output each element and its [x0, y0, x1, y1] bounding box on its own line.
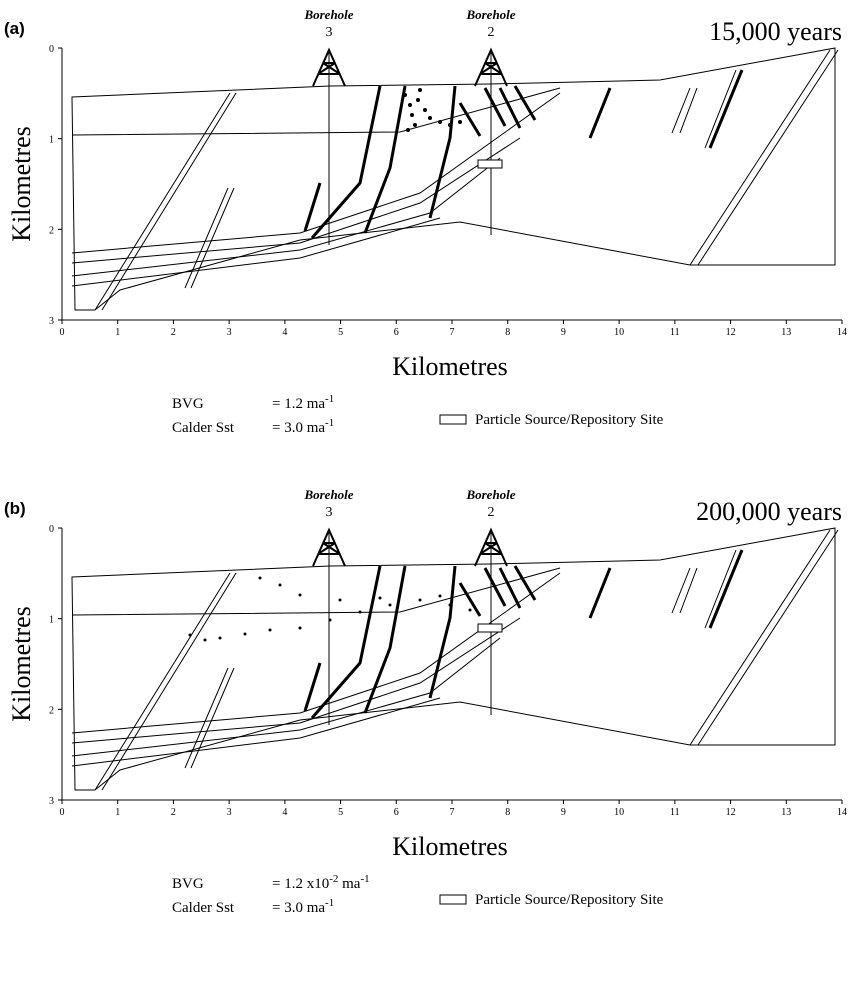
x-tick-label: 5 [338, 327, 343, 338]
text: = 3.0 ma [272, 420, 325, 436]
repository-site [477, 623, 503, 633]
superscript: -1 [325, 393, 334, 405]
x-tick-label: 10 [614, 807, 624, 818]
x-tick-label: 4 [282, 327, 287, 338]
x-tick-label: 11 [670, 807, 680, 818]
y-axis-title: Kilometres [7, 606, 36, 722]
parameter-name: Calder Sst [172, 900, 235, 916]
x-tick-label: 9 [561, 327, 566, 338]
x-tick-label: 7 [450, 327, 455, 338]
borehole-name: Borehole [303, 7, 353, 22]
y-tick-label: 1 [49, 135, 54, 146]
borehole-number: 3 [326, 25, 333, 40]
time-label: 200,000 years [696, 497, 842, 526]
y-tick-label: 3 [49, 316, 54, 327]
time-label: 15,000 years [709, 17, 842, 46]
x-tick-label: 6 [394, 807, 399, 818]
x-tick-label: 7 [450, 807, 455, 818]
parameter-value: = 1.2 ma-1 [272, 393, 334, 412]
superscript: -1 [325, 417, 334, 429]
x-tick-label: 1 [115, 327, 120, 338]
legend-label: Particle Source/Repository Site [475, 412, 664, 428]
x-tick-label: 4 [282, 807, 287, 818]
x-axis-title: Kilometres [392, 832, 508, 861]
parameter-value: = 3.0 ma-1 [272, 897, 334, 916]
y-tick-label: 3 [49, 796, 54, 807]
parameter-value: = 3.0 ma-1 [272, 417, 334, 436]
x-tick-label: 8 [505, 327, 510, 338]
repository-site [477, 159, 503, 169]
particle-dots [188, 88, 472, 642]
legend-swatch [439, 414, 467, 425]
x-tick-label: 12 [726, 327, 736, 338]
x-tick-label: 1 [115, 807, 120, 818]
borehole-name: Borehole [465, 487, 515, 502]
y-tick-label: 1 [49, 615, 54, 626]
x-tick-label: 9 [561, 807, 566, 818]
x-tick-label: 2 [171, 807, 176, 818]
parameter-name: BVG [172, 396, 204, 412]
legend-label: Particle Source/Repository Site [475, 892, 664, 908]
y-axis-title: Kilometres [7, 126, 36, 242]
x-tick-label: 10 [614, 327, 624, 338]
parameter-value: = 1.2 x10-2 ma-1 [272, 873, 370, 892]
y-tick-label: 0 [49, 44, 54, 55]
x-tick-label: 6 [394, 327, 399, 338]
superscript: -1 [325, 897, 334, 909]
panel-label: (a) [4, 19, 25, 38]
cross-section [70, 526, 840, 792]
parameter-name: BVG [172, 876, 204, 892]
x-tick-label: 5 [338, 807, 343, 818]
borehole-name: Borehole [303, 487, 353, 502]
panel-label: (b) [4, 499, 26, 518]
x-tick-label: 13 [781, 807, 791, 818]
y-tick-label: 2 [49, 225, 54, 236]
x-tick-label: 2 [171, 327, 176, 338]
x-tick-label: 3 [227, 327, 232, 338]
borehole-number: 2 [488, 25, 495, 40]
x-tick-label: 11 [670, 327, 680, 338]
y-tick-label: 0 [49, 524, 54, 535]
superscript: -2 [329, 873, 338, 885]
text: = 1.2 x10 [272, 876, 329, 892]
borehole-number: 2 [488, 505, 495, 520]
parameter-name: Calder Sst [172, 420, 235, 436]
borehole-number: 3 [326, 505, 333, 520]
x-tick-label: 0 [60, 327, 65, 338]
x-tick-label: 13 [781, 327, 791, 338]
x-tick-label: 14 [837, 807, 847, 818]
y-tick-label: 2 [49, 705, 54, 716]
legend-swatch [439, 894, 467, 905]
x-axis-title: Kilometres [392, 352, 508, 381]
text: = 1.2 ma [272, 396, 325, 412]
superscript: -1 [360, 873, 369, 885]
text: = 3.0 ma [272, 900, 325, 916]
x-tick-label: 14 [837, 327, 847, 338]
x-tick-label: 3 [227, 807, 232, 818]
x-tick-label: 8 [505, 807, 510, 818]
x-tick-label: 12 [726, 807, 736, 818]
text: ma [338, 876, 360, 892]
cross-section [70, 46, 840, 312]
x-tick-label: 0 [60, 807, 65, 818]
borehole-name: Borehole [465, 7, 515, 22]
